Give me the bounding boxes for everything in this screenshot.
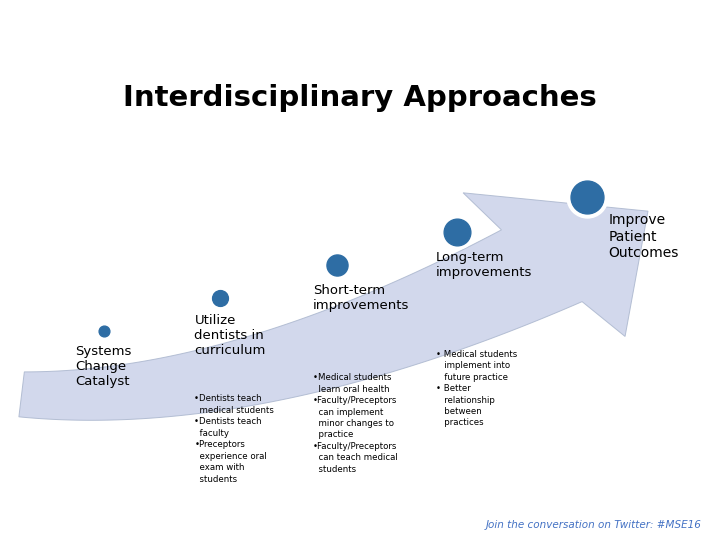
Point (214, 294, 225, 302)
Text: STFM Conference on: STFM Conference on (42, 12, 148, 22)
Text: •Dentists teach
  medical students
•Dentists teach
  faculty
•Preceptors
  exper: •Dentists teach medical students •Dentis… (194, 394, 274, 483)
Bar (27, 5, 32, 57)
Text: Utilize
dentists in
curriculum: Utilize dentists in curriculum (194, 314, 266, 357)
Point (99, 327, 110, 335)
Text: Medical Student Education: Medical Student Education (42, 35, 305, 52)
Point (99, 327, 110, 335)
Text: Short-term
improvements: Short-term improvements (313, 284, 410, 312)
Point (581, 193, 593, 201)
Point (581, 193, 593, 201)
Text: Join the conversation on Twitter: #MSE16: Join the conversation on Twitter: #MSE16 (486, 519, 702, 530)
Text: Long-term
improvements: Long-term improvements (436, 251, 532, 279)
Point (331, 261, 343, 269)
Point (451, 228, 463, 237)
Text: • Medical students
   implement into
   future practice
• Better
   relationship: • Medical students implement into future… (436, 350, 517, 428)
Polygon shape (19, 193, 648, 420)
Point (214, 294, 225, 302)
Text: •Medical students
  learn oral health
•Faculty/Preceptors
  can implement
  mino: •Medical students learn oral health •Fac… (313, 373, 398, 474)
Text: Improve
Patient
Outcomes: Improve Patient Outcomes (608, 213, 679, 260)
Text: Interdisciplinary Approaches: Interdisciplinary Approaches (123, 84, 597, 112)
Point (331, 261, 343, 269)
Text: Systems
Change
Catalyst: Systems Change Catalyst (76, 345, 132, 388)
Point (451, 228, 463, 237)
